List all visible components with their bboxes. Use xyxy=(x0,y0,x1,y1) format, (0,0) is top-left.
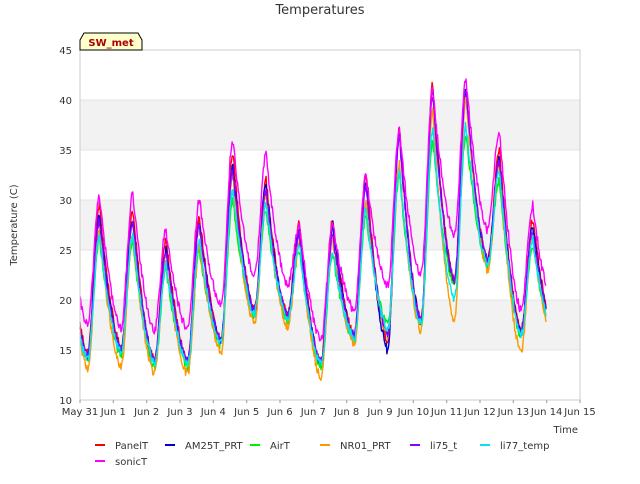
series-line-sonicT xyxy=(79,78,547,342)
x-tick-label: Jun 14 xyxy=(530,407,563,418)
x-tick-label: Jun 9 xyxy=(366,407,392,418)
grid-band xyxy=(80,100,580,150)
y-tick-label: 20 xyxy=(59,296,72,307)
x-tick-label: Jun 5 xyxy=(233,407,259,418)
chart-title: Temperatures xyxy=(274,3,364,18)
grid-band xyxy=(80,300,580,350)
x-tick-label: Jun 7 xyxy=(300,407,326,418)
legend-label: sonicT xyxy=(115,457,148,468)
y-axis-ticks: 10 15 20 25 30 35 40 45 xyxy=(59,46,72,407)
y-tick-label: 25 xyxy=(59,246,72,257)
x-tick-label: Jun 10 xyxy=(397,407,430,418)
x-axis-label: Time xyxy=(553,425,578,436)
x-tick-label: Jun 8 xyxy=(333,407,359,418)
x-tick-label: May 31 xyxy=(62,407,99,418)
site-label-box: SW_met xyxy=(79,32,143,51)
y-tick-label: 10 xyxy=(59,396,72,407)
legend-label: NR01_PRT xyxy=(340,441,391,452)
grid-band xyxy=(80,350,580,400)
legend-label: li75_t xyxy=(430,441,457,452)
y-tick-label: 35 xyxy=(59,146,72,157)
legend-label: AM25T_PRT xyxy=(185,441,244,452)
grid-band xyxy=(80,50,580,100)
grid-bands xyxy=(80,49,580,401)
series-line-li77_temp xyxy=(79,121,547,367)
x-tick-label: Jun 1 xyxy=(100,407,126,418)
y-tick-label: 40 xyxy=(59,96,72,107)
x-tick-label: Jun 3 xyxy=(166,407,192,418)
x-tick-label: Jun 11 xyxy=(430,407,463,418)
y-tick-label: 45 xyxy=(59,46,72,57)
x-tick-label: Jun 12 xyxy=(463,407,496,418)
x-tick-label: Jun 6 xyxy=(266,407,292,418)
x-tick-label: Jun 13 xyxy=(497,407,530,418)
legend-label: li77_temp xyxy=(500,441,549,452)
y-axis-label: Temperature (C) xyxy=(9,184,20,266)
y-tick-label: 30 xyxy=(59,196,72,207)
x-tick-label: Jun 15 xyxy=(563,407,596,418)
x-axis-ticks: May 31 Jun 1 Jun 2 Jun 3 Jun 4 Jun 5 Jun 6 Jun … xyxy=(62,400,596,418)
legend: PanelT AM25T_PRT AirT NR01_PRT li75_t li77_te… xyxy=(95,441,549,468)
series-layer xyxy=(79,78,547,381)
legend-label: PanelT xyxy=(115,441,149,452)
x-tick-label: Jun 2 xyxy=(133,407,159,418)
site-label: SW_met xyxy=(88,38,133,49)
legend-label: AirT xyxy=(270,441,291,452)
x-tick-label: Jun 4 xyxy=(200,407,226,418)
y-tick-label: 15 xyxy=(59,346,72,357)
plot-frame xyxy=(79,49,581,401)
